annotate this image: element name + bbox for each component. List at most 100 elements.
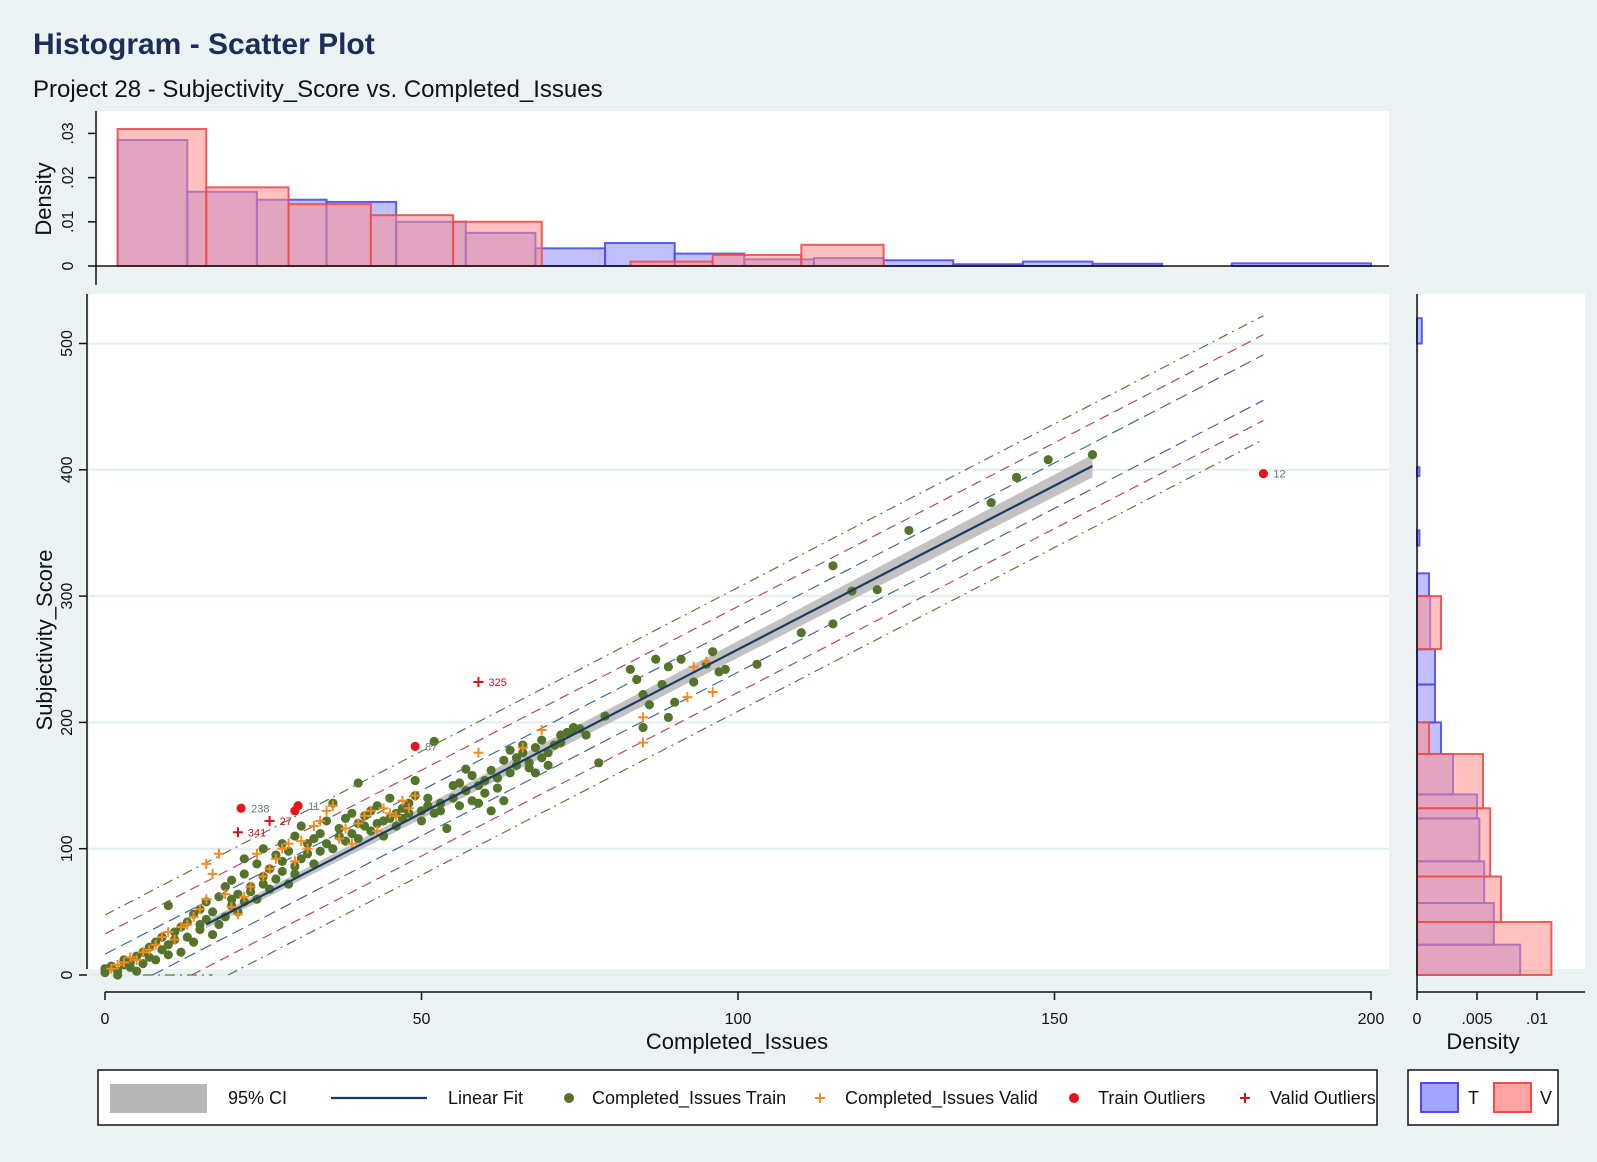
right-x-tick-label: 0 [1413, 1011, 1422, 1028]
hist-bar [287, 203, 372, 267]
data-point [251, 848, 262, 859]
data-point [378, 803, 389, 814]
data-point [207, 868, 218, 879]
data-point [296, 821, 306, 831]
data-point [271, 874, 281, 884]
hist-bar [369, 214, 455, 267]
interval-line [227, 438, 1264, 976]
data-point [473, 676, 484, 687]
data-point [302, 849, 313, 859]
data-point [252, 859, 262, 869]
data-point [359, 810, 370, 821]
y-tick-label: 400 [59, 456, 76, 483]
top-y-tick-label: .03 [60, 122, 77, 144]
data-point [290, 861, 300, 871]
data-point [321, 816, 332, 826]
data-point [530, 743, 541, 753]
data-point [536, 724, 547, 735]
data-point [663, 662, 673, 672]
data-point [138, 959, 148, 969]
y-tick-label: 100 [59, 835, 76, 862]
legend-label: T [1468, 1088, 1479, 1108]
data-point [239, 854, 249, 864]
legend-label: 95% CI [228, 1088, 287, 1108]
data-point [410, 741, 420, 751]
data-point [283, 838, 294, 849]
scatter-axes: 0 100 200 300 400 500 0 50 100 150 200 [59, 294, 1384, 1028]
data-point [638, 712, 649, 723]
interval-line [191, 420, 1264, 976]
data-point [195, 919, 205, 930]
data-point [277, 866, 287, 877]
scatter-points: 238 11 87 12 325 27 341 [100, 450, 1286, 980]
data-point [524, 763, 534, 773]
data-point [543, 760, 553, 770]
data-point [232, 909, 243, 920]
legend-label: Train Outliers [1098, 1088, 1205, 1108]
data-point [353, 818, 364, 829]
y-tick-label: 300 [59, 583, 76, 610]
data-point [537, 753, 547, 763]
data-point [416, 816, 427, 826]
data-point [1087, 450, 1098, 460]
outlier-label: 27 [280, 816, 292, 828]
data-point [708, 647, 718, 657]
legend-swatch-train-outliers [1069, 1093, 1079, 1103]
data-point [293, 801, 303, 811]
legend-swatch-V [1493, 1082, 1532, 1113]
data-point [346, 838, 357, 849]
hist-bar [1416, 683, 1436, 724]
outlier-label: 11 [308, 801, 319, 813]
chart-subtitle: Project 28 - Subjectivity_Score vs. Comp… [33, 76, 603, 103]
legend-box [97, 1069, 1378, 1126]
outlier-label: 12 [1273, 469, 1285, 481]
legend-swatch-ci [110, 1084, 207, 1113]
outlier-label: 87 [425, 741, 437, 753]
data-point [632, 674, 642, 685]
data-point [125, 952, 136, 963]
legend-label: Completed_Issues Valid [845, 1088, 1038, 1109]
data-point [208, 907, 218, 917]
y-tick-label: 500 [59, 330, 76, 357]
data-point [720, 664, 730, 674]
data-point [403, 803, 414, 814]
data-point [385, 793, 395, 803]
data-point [137, 947, 148, 958]
x-tick-label: 0 [101, 1011, 110, 1028]
top-histogram [116, 128, 1372, 268]
legend-label: Linear Fit [448, 1088, 523, 1108]
hist-bar [116, 128, 208, 267]
data-point [163, 900, 173, 911]
data-point [796, 628, 806, 638]
data-point [1011, 472, 1022, 482]
data-point [277, 843, 288, 854]
data-point [163, 950, 173, 960]
x-axis-label: Completed_Issues [646, 1029, 828, 1054]
data-point [315, 815, 326, 826]
top-y-tick-label: .01 [60, 211, 77, 233]
data-point [397, 795, 408, 806]
right-histogram [1416, 317, 1553, 976]
data-point [157, 945, 167, 955]
data-point [391, 810, 402, 821]
data-point [353, 778, 363, 788]
hist-bar [1416, 595, 1442, 651]
data-point [163, 927, 174, 938]
hist-bar [452, 220, 543, 268]
data-point [461, 764, 471, 774]
legend-label: Valid Outliers [1270, 1088, 1376, 1108]
x-tick-label: 150 [1041, 1011, 1068, 1028]
data-point [366, 826, 376, 836]
data-point [315, 846, 325, 856]
data-point [112, 959, 123, 970]
data-point [150, 939, 161, 950]
hist-bar [800, 243, 885, 267]
data-point [232, 827, 243, 838]
right-hist-x-axis: 0 .005 .01 [1413, 294, 1585, 1028]
data-point [486, 765, 496, 775]
data-point [688, 661, 699, 672]
fit-line-group [205, 465, 1093, 926]
data-point [245, 881, 256, 892]
data-point [258, 844, 268, 854]
data-point [517, 742, 528, 753]
